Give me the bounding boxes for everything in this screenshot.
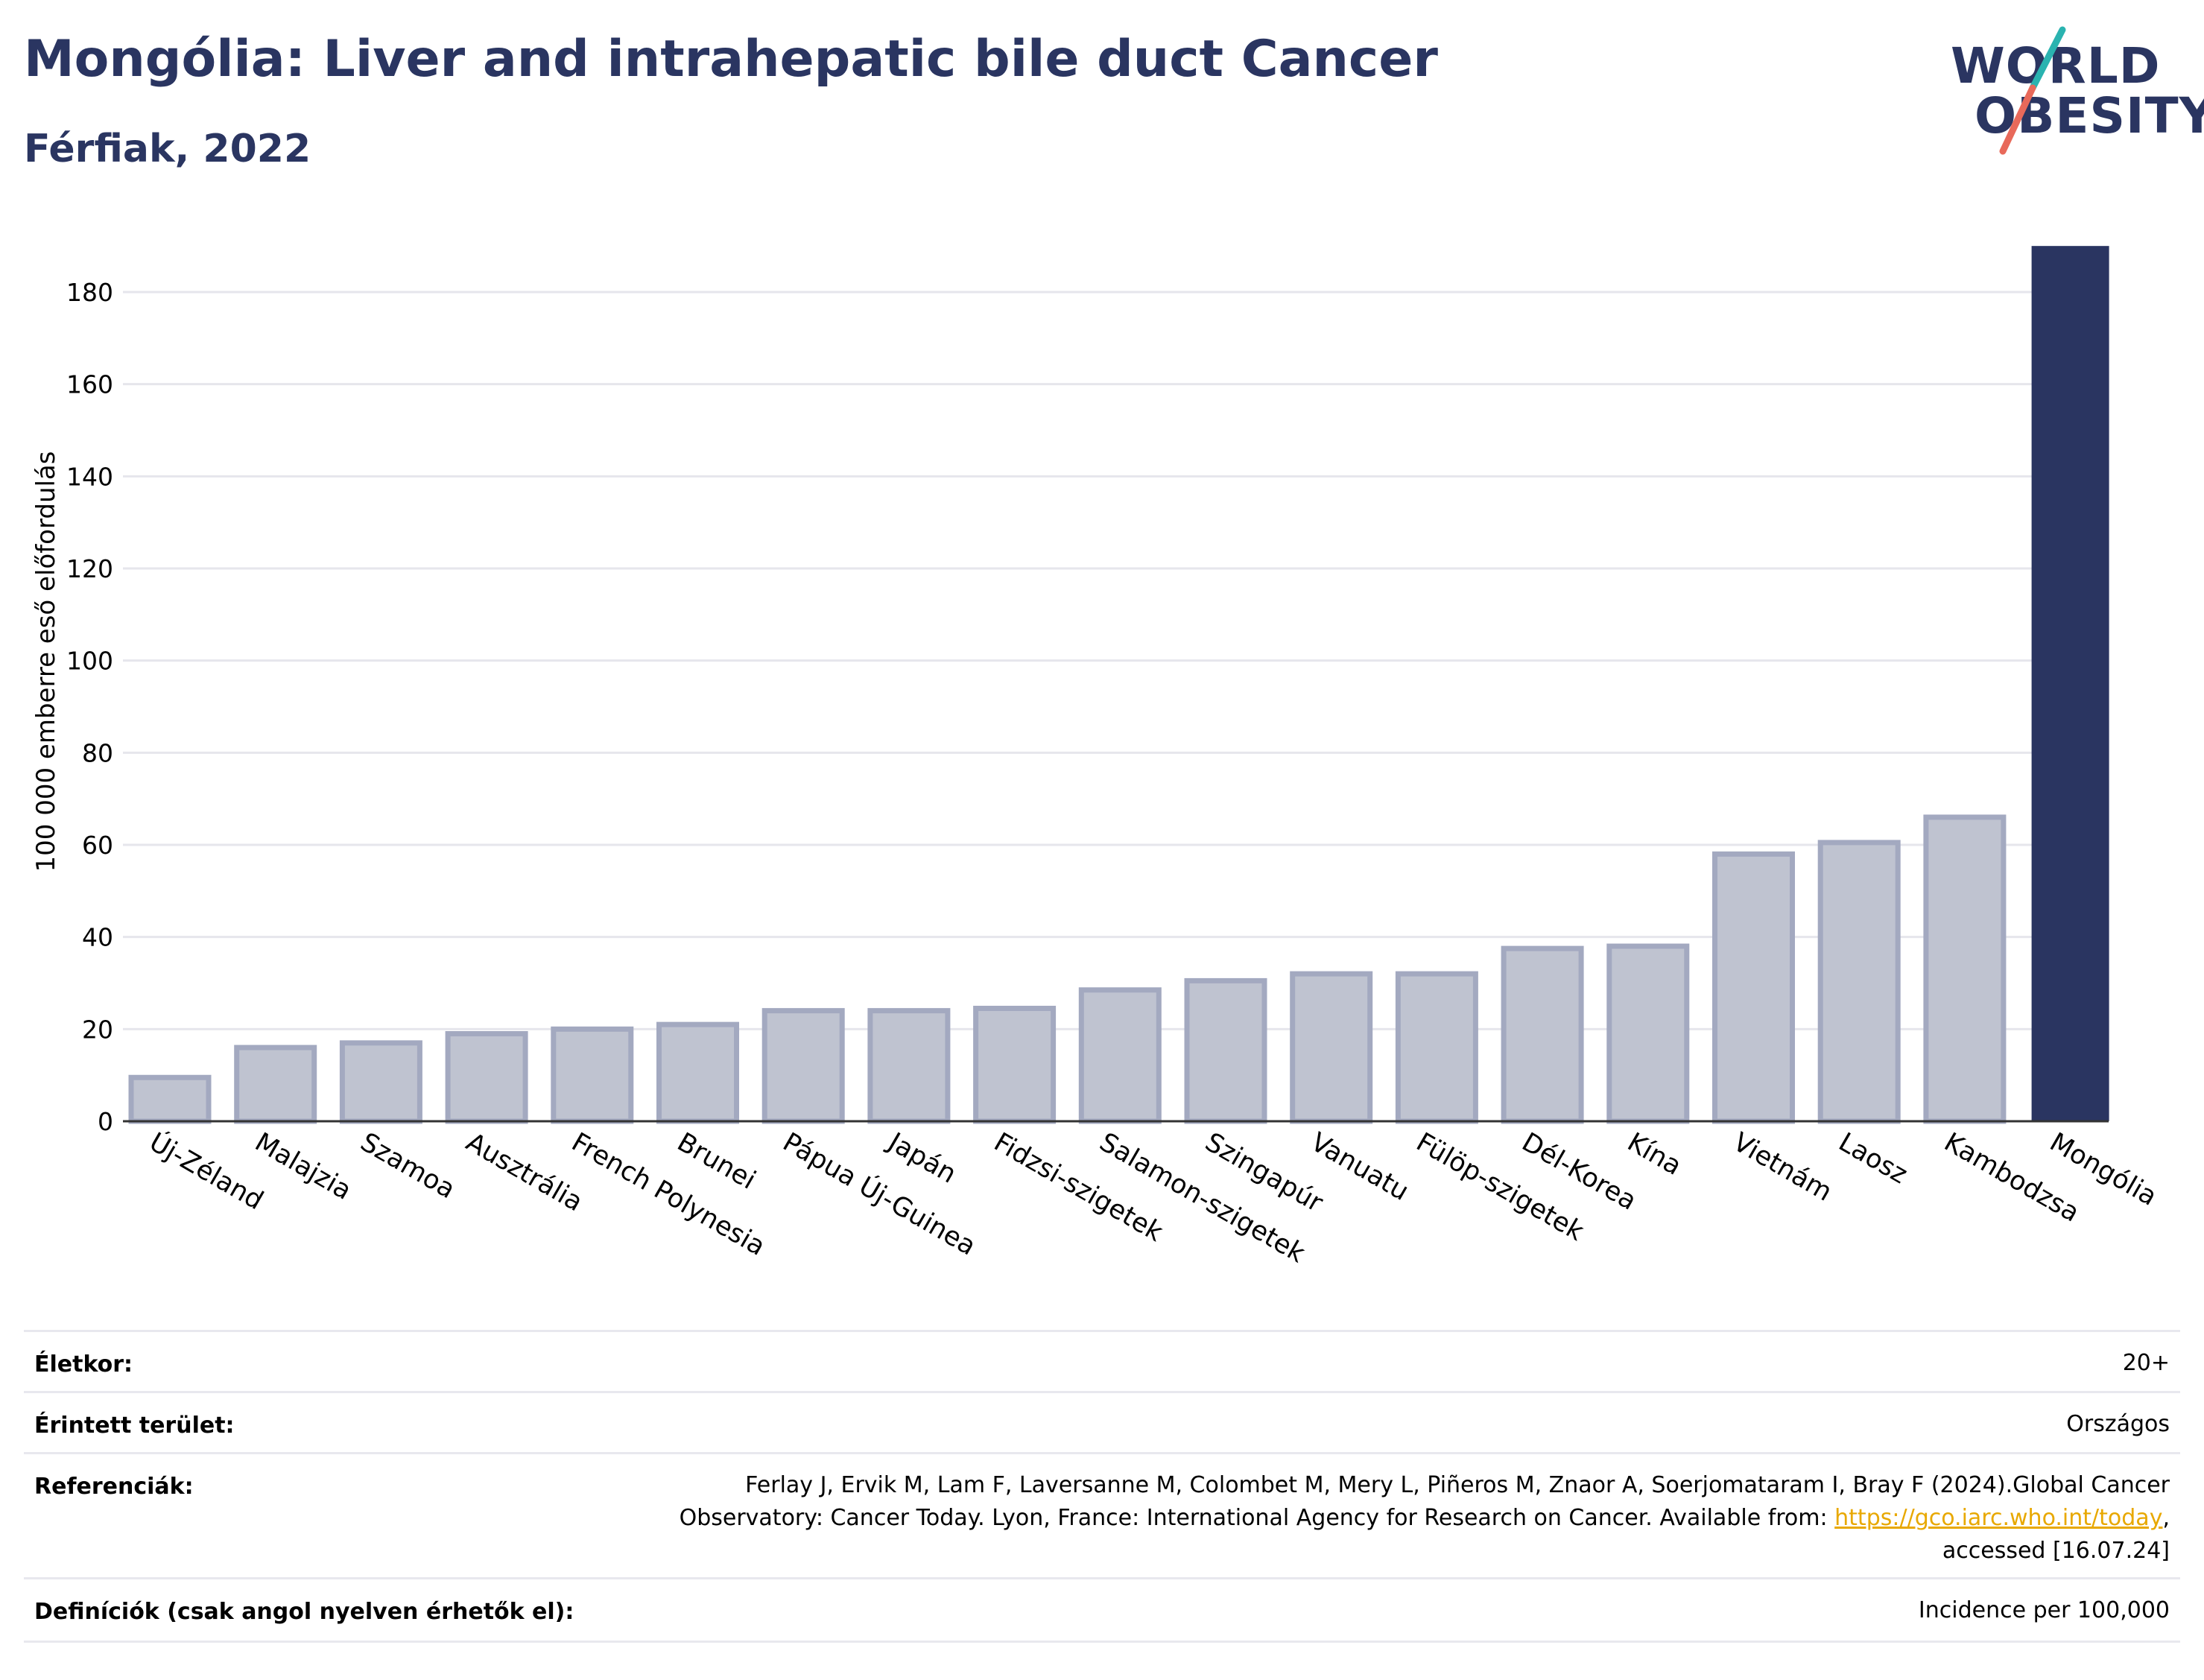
info-row-references: Referenciák: Ferlay J, Ervik M, Lam F, L… [24,1452,2180,1579]
age-label: Életkor: [34,1351,133,1378]
world-obesity-logo: WORLD OBESITY [1937,21,2204,162]
y-tick-label: 60 [82,831,113,860]
references-line-1: Ferlay J, Ervik M, Lam F, Laversanne M, … [745,1472,2170,1498]
page-title: Mongólia: Liver and intrahepatic bile du… [24,30,1438,89]
bar-French Polynesia [551,1026,634,1124]
y-axis-label: 100 000 emberre eső előfordulás [31,451,61,872]
x-tick-label: Kína [1622,1127,1686,1182]
y-tick-label: 180 [66,278,113,307]
info-row-age: Életkor: 20+ [24,1330,2180,1393]
bar-Brunei [656,1021,739,1124]
x-tick-label: Szamoa [355,1127,460,1205]
references-line-2-text: Observatory: Cancer Today. Lyon, France:… [679,1505,1835,1531]
definitions-value: Incidence per 100,000 [1918,1597,2170,1623]
bar-Laosz [1817,840,1901,1124]
bar-Szingapúr [1184,977,1267,1124]
logo-slash-icon [1999,26,2066,155]
x-tick-label: Pápua Új-Guinea [778,1126,981,1261]
references-line-2-end: , [2162,1505,2170,1531]
y-tick-label: 120 [66,554,113,583]
y-tick-label: 40 [82,923,113,952]
references-line-2: Observatory: Cancer Today. Lyon, France:… [456,1502,2170,1535]
bar-Kambodzsa [1923,814,2007,1124]
bar-Vanuatu [1290,971,1373,1124]
x-tick-label: Japán [882,1126,961,1189]
age-value: 20+ [2122,1350,2170,1376]
y-tick-label: 160 [66,370,113,399]
bar-Pápua Új-Guinea [761,1008,845,1124]
bar-Japán [867,1008,951,1124]
info-table: Életkor: 20+ Érintett terület: Országos … [24,1330,2180,1658]
page-subtitle: Férfiak, 2022 [24,127,311,171]
info-row-definitions: Definíciók (csak angol nyelven érhetők e… [24,1577,2180,1643]
bar-Salamon-szigetek [1078,987,1162,1124]
y-tick-label: 20 [82,1015,113,1044]
bar-Malajzia [234,1045,317,1124]
bar-Dél-Korea [1501,945,1584,1124]
bar-Szamoa [339,1040,422,1124]
x-tick-label: Brunei [672,1127,761,1196]
bar-Kína [1606,943,1690,1124]
x-tick-label: French Polynesia [566,1127,770,1262]
bar-Mongólia [2031,246,2109,1122]
area-value: Országos [2066,1411,2170,1437]
references-value: Ferlay J, Ervik M, Lam F, Laversanne M, … [456,1469,2170,1568]
bar-Új-Zéland [128,1074,212,1124]
bar-Vietnám [1712,851,1795,1124]
y-tick-label: 80 [82,738,113,767]
x-tick-label: Laosz [1834,1127,1913,1190]
bar-Fülöp-szigetek [1395,971,1478,1124]
area-label: Érintett terület: [34,1413,235,1439]
bar-Fidzsi-szigetek [973,1006,1057,1124]
references-label: Referenciák: [34,1474,194,1500]
references-link[interactable]: https://gco.iarc.who.int/today [1834,1505,2163,1531]
y-tick-label: 100 [66,647,113,676]
definitions-label: Definíciók (csak angol nyelven érhetők e… [34,1599,574,1625]
x-tick-label: Ausztrália [461,1127,588,1217]
y-tick-label: 140 [66,462,113,491]
bar-Ausztrália [445,1031,528,1124]
y-tick-label: 0 [98,1107,113,1136]
x-tick-label: Új-Zéland [145,1126,269,1216]
references-line-3: accessed [16.07.24] [1942,1538,2170,1564]
x-tick-label: Vietnám [1728,1127,1837,1208]
info-row-area: Érintett terület: Országos [24,1391,2180,1454]
